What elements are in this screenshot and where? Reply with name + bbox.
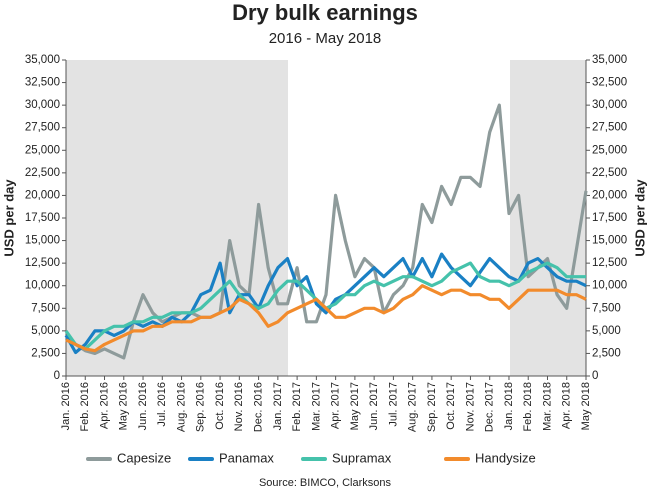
source-note: Source: BIMCO, Clarksons — [259, 477, 392, 489]
x-tick-label: Oct. 2016 — [214, 382, 226, 430]
x-tick-label: Feb. 2018 — [522, 382, 534, 432]
x-tick-label: Feb. 2016 — [79, 382, 91, 432]
y2-tick-label: 15,000 — [592, 235, 627, 247]
x-tick-label: Apr. 2017 — [330, 382, 342, 429]
y-tick-label: 30,000 — [25, 99, 60, 111]
x-tick-label: Mar. 2018 — [541, 382, 553, 431]
x-tick-label: Aug. 2017 — [407, 382, 419, 432]
x-tick-label: Feb. 2017 — [291, 382, 303, 432]
x-tick-label: May 2018 — [580, 382, 592, 430]
y-tick-label: 7,500 — [31, 302, 60, 314]
x-tick-label: Aug. 2016 — [175, 382, 187, 432]
x-tick-label: Oct. 2017 — [445, 382, 457, 430]
series-line — [64, 103, 588, 360]
y2-axis-title: USD per day — [632, 179, 647, 257]
y-tick-label: 25,000 — [25, 144, 60, 156]
y-tick-label: 35,000 — [25, 54, 60, 66]
x-tick-label: Nov. 2017 — [464, 382, 476, 431]
y2-tick-label: 22,500 — [592, 167, 627, 179]
y2-tick-label: 10,000 — [592, 280, 627, 292]
legend-label: Handysize — [475, 450, 536, 465]
legend-label: Supramax — [332, 450, 392, 465]
x-tick-label: Jan. 2016 — [60, 382, 72, 430]
y2-tick-label: 27,500 — [592, 122, 627, 134]
x-tick-label: Dec. 2017 — [484, 382, 496, 432]
y-tick-label: 32,500 — [25, 77, 60, 89]
x-tick-label: Jun. 2016 — [137, 382, 149, 430]
y-tick-label: 12,500 — [25, 257, 60, 269]
x-tick-label: Jan. 2017 — [272, 382, 284, 430]
y2-tick-label: 35,000 — [592, 54, 627, 66]
y2-tick-label: 12,500 — [592, 257, 627, 269]
y-tick-label: 17,500 — [25, 212, 60, 224]
x-tick-label: Dec. 2016 — [252, 382, 264, 432]
legend-label: Capesize — [117, 450, 171, 465]
x-tick-label: May 2016 — [118, 382, 130, 430]
y-tick-label: 20,000 — [25, 189, 60, 201]
y2-tick-label: 30,000 — [592, 99, 627, 111]
y2-tick-label: 0 — [592, 370, 598, 382]
y2-tick-label: 2,500 — [592, 347, 621, 359]
y-tick-label: 27,500 — [25, 122, 60, 134]
y-axis-title: USD per day — [1, 179, 16, 257]
x-tick-label: Apr. 2018 — [561, 382, 573, 429]
chart-subtitle: 2016 - May 2018 — [269, 30, 382, 47]
x-tick-label: Apr. 2016 — [98, 382, 110, 429]
chart-title: Dry bulk earnings — [232, 0, 418, 25]
x-tick-label: Jan. 2018 — [503, 382, 515, 430]
y2-tick-label: 20,000 — [592, 189, 627, 201]
y-tick-label: 15,000 — [25, 235, 60, 247]
series-line — [64, 252, 587, 355]
y2-tick-label: 17,500 — [592, 212, 627, 224]
y2-tick-label: 7,500 — [592, 302, 621, 314]
y-tick-label: 5,000 — [31, 325, 60, 337]
y-tick-label: 22,500 — [25, 167, 60, 179]
x-tick-label: May 2017 — [349, 382, 361, 430]
x-tick-label: Jul. 2016 — [156, 382, 168, 427]
y2-tick-label: 25,000 — [592, 144, 627, 156]
y-tick-label: 0 — [54, 370, 60, 382]
x-tick-label: Sep. 2016 — [195, 382, 207, 432]
y2-tick-label: 32,500 — [592, 77, 627, 89]
shaded-period — [66, 60, 288, 376]
x-tick-label: Jun. 2017 — [368, 382, 380, 430]
x-tick-label: Jul. 2017 — [387, 382, 399, 427]
x-tick-label: Sep. 2017 — [426, 382, 438, 432]
y2-tick-label: 5,000 — [592, 325, 621, 337]
legend-label: Panamax — [219, 450, 274, 465]
x-tick-label: Mar. 2017 — [310, 382, 322, 431]
series-line — [65, 284, 587, 353]
y-tick-label: 2,500 — [31, 347, 60, 359]
y-tick-label: 10,000 — [25, 280, 60, 292]
x-tick-label: Nov. 2016 — [233, 382, 245, 431]
